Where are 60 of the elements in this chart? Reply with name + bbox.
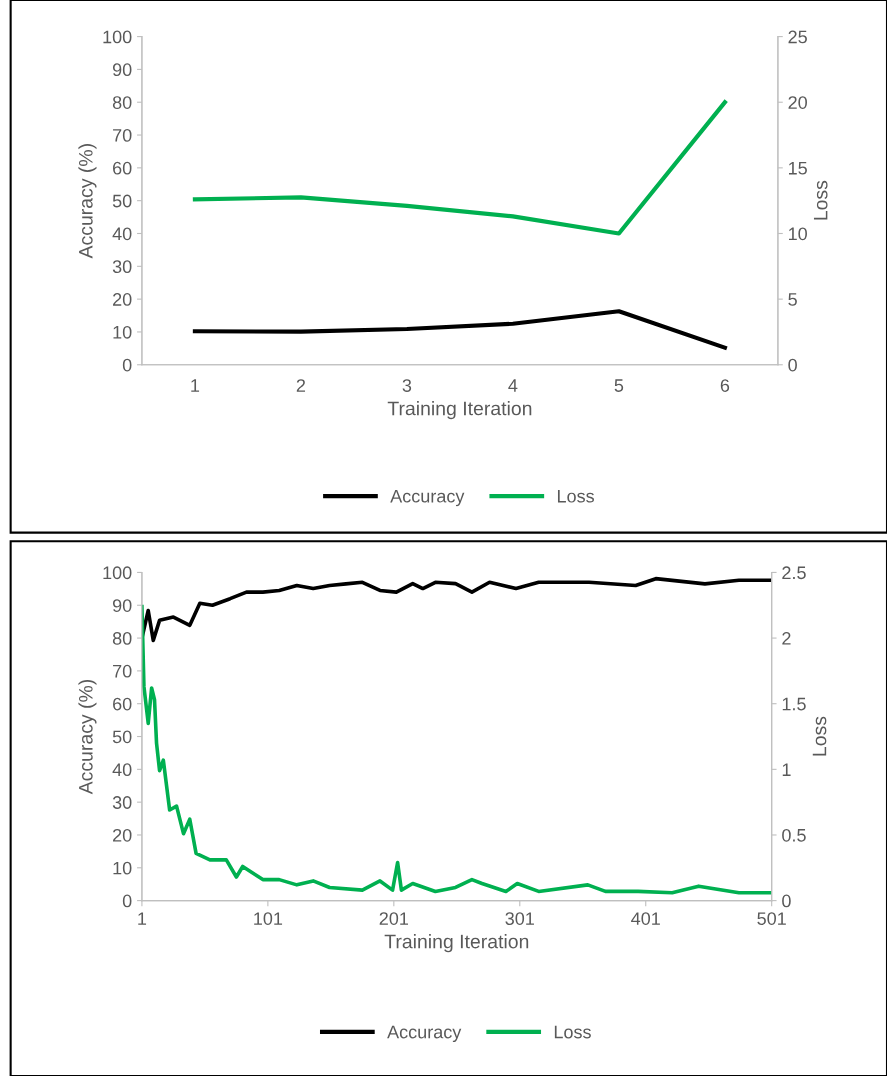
legend-label: Accuracy (387, 1025, 462, 1042)
y2-tick-label: 0 (782, 894, 791, 908)
x-tick-label: 501 (757, 912, 786, 925)
y-tick-label: 50 (112, 730, 132, 744)
y-tick-label: 20 (113, 828, 132, 842)
y-tick-label: 50 (112, 194, 132, 208)
legend-label: Accuracy (390, 489, 465, 507)
y-tick-label: 0 (122, 358, 132, 372)
y2-tick-label: 0 (788, 358, 797, 372)
x-tick-label: 4 (508, 379, 518, 392)
y-tick-label: 30 (112, 796, 132, 809)
y-tick-label: 10 (113, 861, 132, 875)
line-series (141, 604, 772, 895)
y2-tick-label: 20 (788, 96, 807, 109)
y-tick-label: 100 (103, 566, 132, 580)
legend-label: Loss (557, 489, 594, 503)
x-tick-label: 1 (138, 912, 147, 925)
x-tick-label: 401 (631, 912, 660, 925)
y-tick-label: 100 (103, 30, 132, 44)
y-axis-title: Accuracy (%) (78, 144, 97, 259)
x-tick-label: 6 (720, 379, 730, 392)
y-tick-label: 40 (112, 227, 132, 241)
y2-tick-label: 25 (788, 30, 807, 44)
line-series (141, 576, 772, 643)
x-axis-title: Training Iteration (387, 401, 532, 420)
y-tick-label: 60 (113, 161, 132, 175)
x-tick-label: 5 (614, 379, 624, 392)
y-tick-label: 40 (112, 763, 132, 777)
y2-tick-label: 15 (789, 161, 807, 175)
x-tick-label: 3 (402, 379, 412, 392)
y2-tick-label: 5 (788, 293, 797, 306)
y2-axis-title: Loss (812, 716, 827, 756)
x-tick-label: 2 (296, 379, 306, 392)
y2-tick-label: 10 (789, 227, 807, 241)
line-series (192, 100, 727, 236)
y-tick-label: 90 (112, 599, 132, 612)
y-tick-label: 90 (112, 63, 132, 77)
y2-tick-label: 0.5 (782, 828, 806, 842)
y-tick-label: 0 (122, 894, 132, 908)
y-tick-label: 70 (113, 128, 132, 142)
y-tick-label: 70 (113, 664, 132, 678)
x-tick-label: 101 (254, 912, 283, 925)
y-tick-label: 80 (112, 96, 132, 109)
y2-axis-title: Loss (813, 180, 828, 220)
y2-tick-label: 1.5 (782, 697, 806, 711)
y-axis-title: Accuracy (%) (78, 679, 97, 795)
y-tick-label: 30 (112, 260, 132, 274)
legend-label: Loss (554, 1025, 591, 1039)
y2-tick-label: 2 (782, 632, 791, 645)
y-tick-label: 80 (112, 632, 132, 645)
x-tick-label: 301 (505, 912, 534, 925)
y2-tick-label: 2.5 (782, 566, 806, 580)
y2-tick-label: 1 (782, 763, 791, 776)
x-axis-title: Training Iteration (384, 934, 529, 953)
y-tick-label: 60 (113, 697, 132, 711)
x-tick-label: 1 (191, 379, 200, 392)
y-tick-label: 10 (113, 325, 132, 339)
y-tick-label: 20 (113, 293, 132, 306)
line-series (192, 309, 727, 350)
x-tick-label: 201 (379, 912, 409, 925)
